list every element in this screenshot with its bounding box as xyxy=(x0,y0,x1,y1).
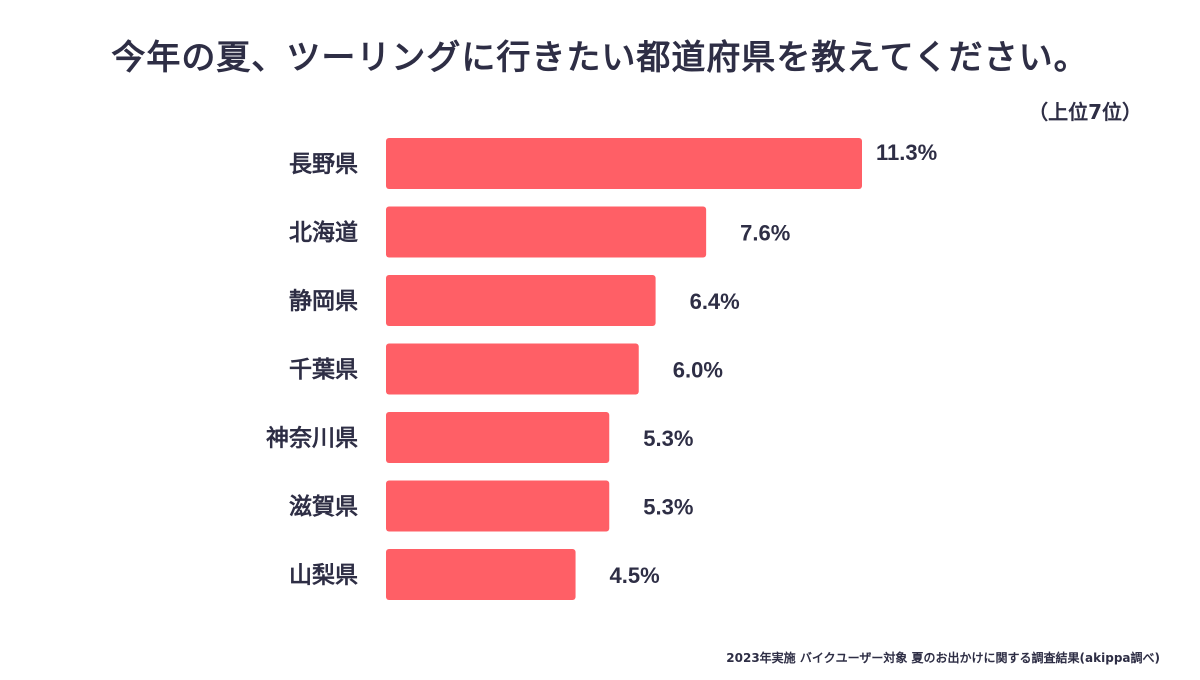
data-label: 6.0% xyxy=(673,358,723,383)
category-label: 山梨県 xyxy=(289,563,358,589)
category-label: 千葉県 xyxy=(289,357,358,383)
data-label: 11.3% xyxy=(876,140,937,165)
source-note: 2023年実施 バイクユーザー対象 夏のお出かけに関する調査結果(akippa調… xyxy=(726,651,1160,665)
data-label: 5.3% xyxy=(643,426,693,451)
chart-subtitle: （上位7位） xyxy=(1028,100,1142,124)
chart-title: 今年の夏、ツーリングに行きたい都道府県を教えてください。 xyxy=(111,38,1089,78)
bar xyxy=(386,480,610,532)
data-label: 7.6% xyxy=(740,221,790,246)
category-label: 長野県 xyxy=(289,152,358,178)
bar xyxy=(386,549,576,600)
bar xyxy=(386,275,656,326)
bar xyxy=(386,343,639,395)
category-label: 静岡県 xyxy=(289,288,358,315)
data-label: 5.3% xyxy=(643,495,693,520)
bar xyxy=(386,138,862,189)
category-label: 北海道 xyxy=(289,219,358,246)
data-label: 4.5% xyxy=(610,563,660,588)
data-label: 6.4% xyxy=(690,289,740,314)
bar xyxy=(386,412,610,463)
category-label: 神奈川県 xyxy=(266,425,358,452)
category-label: 滋賀県 xyxy=(289,493,358,520)
bar xyxy=(386,206,707,258)
